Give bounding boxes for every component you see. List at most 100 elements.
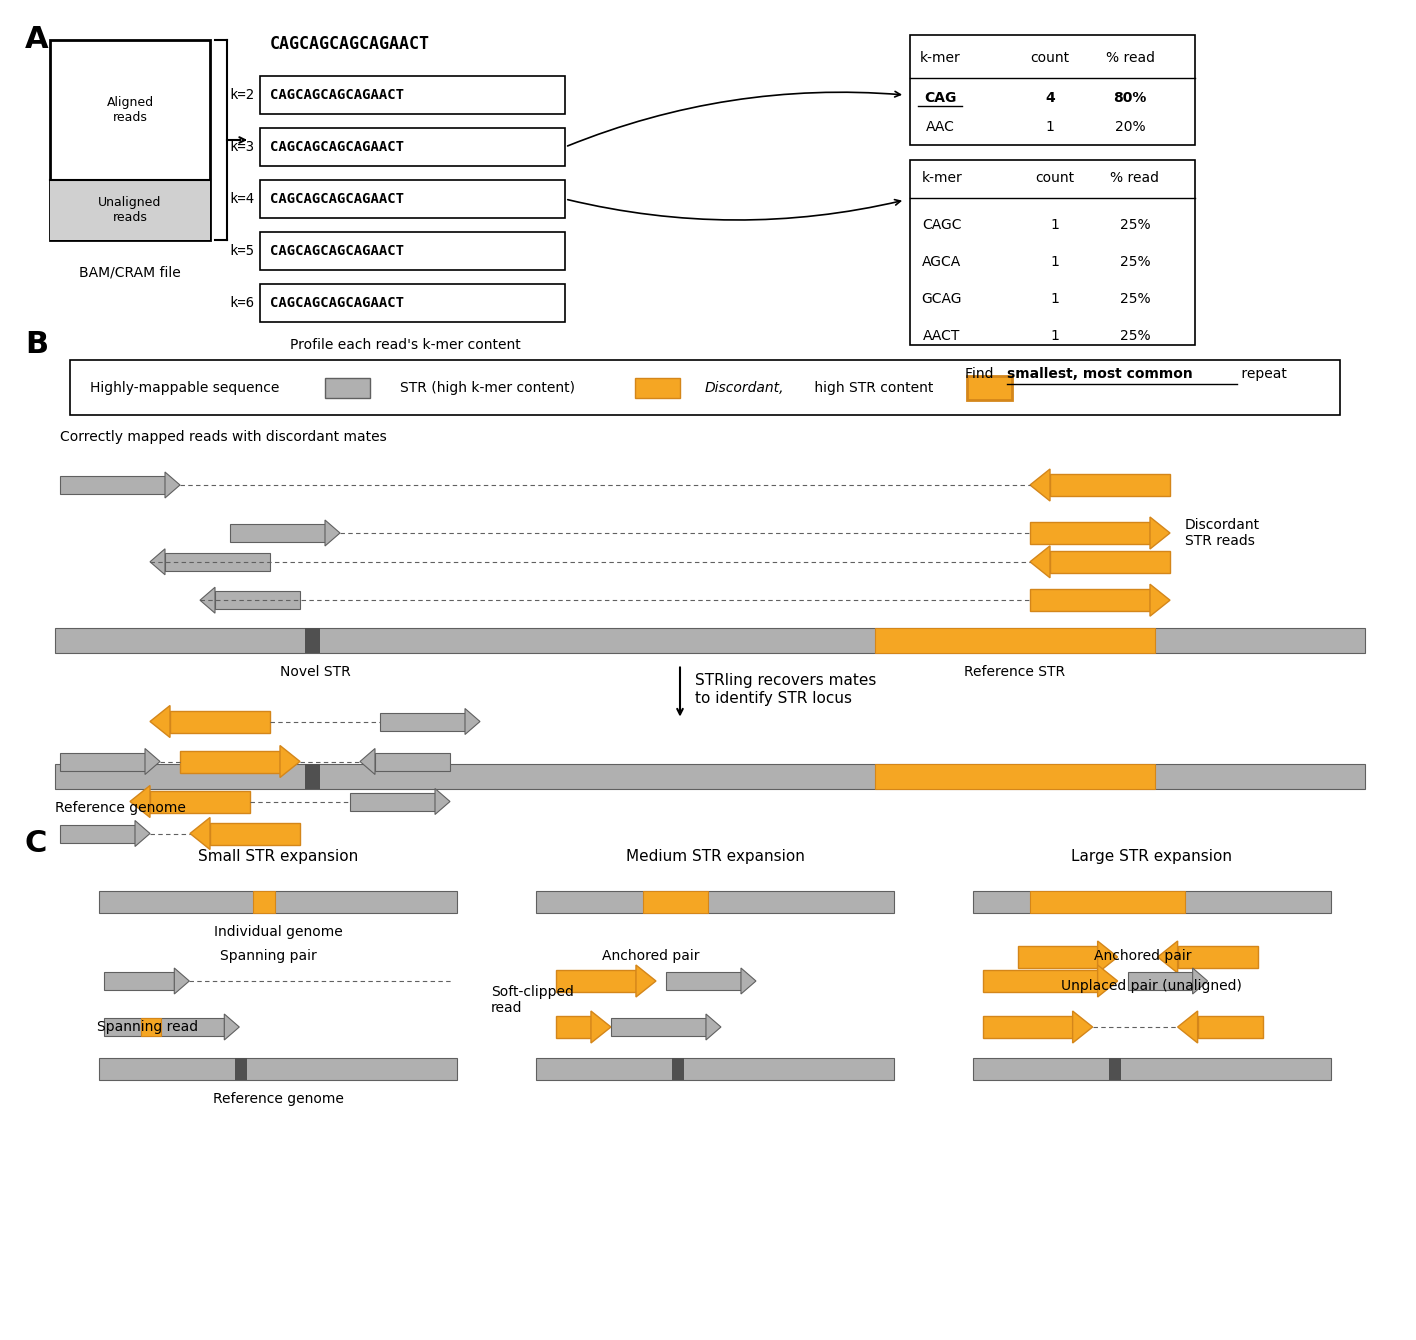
Bar [170,710,270,733]
Polygon shape [1192,967,1208,994]
Text: Reference genome: Reference genome [212,1092,344,1106]
Bar [99,1059,457,1080]
Bar [973,1059,1331,1080]
Bar [610,1018,707,1036]
Bar [229,524,326,541]
Text: repeat: repeat [1238,367,1287,381]
Text: STRling recovers mates
to identify STR locus: STRling recovers mates to identify STR l… [695,673,877,706]
Bar [379,713,464,730]
Text: 1: 1 [1051,218,1059,232]
Bar [1018,946,1097,967]
Text: CAGCAGCAGCAGAACT: CAGCAGCAGCAGAACT [270,35,430,54]
Bar [304,764,320,789]
Text: B: B [25,330,48,359]
Polygon shape [435,788,450,815]
Polygon shape [1150,584,1170,616]
Text: Find: Find [964,367,998,381]
Bar [556,1016,590,1038]
Text: Unaligned
reads: Unaligned reads [98,196,161,224]
Text: C: C [25,829,47,858]
Text: 25%: 25% [1120,292,1150,306]
Polygon shape [590,1010,610,1043]
Polygon shape [130,785,150,817]
Text: % read: % read [1106,51,1154,66]
Bar [304,627,320,653]
Text: CAGCAGCAGCAGAACT: CAGCAGCAGCAGAACT [270,192,404,206]
Bar [910,159,1195,344]
Text: Anchored pair: Anchored pair [602,949,700,963]
Text: CAGCAGCAGCAGAACT: CAGCAGCAGCAGAACT [270,88,404,102]
Text: Correctly mapped reads with discordant mates: Correctly mapped reads with discordant m… [59,430,387,444]
Bar [1198,1016,1263,1038]
Text: Spanning read: Spanning read [98,1020,198,1034]
Text: 1: 1 [1051,255,1059,269]
Text: BAM/CRAM file: BAM/CRAM file [79,265,181,279]
Polygon shape [1073,1010,1093,1043]
Bar [350,792,435,811]
Polygon shape [326,520,340,545]
Bar [875,627,1155,653]
Bar [59,824,135,843]
Polygon shape [166,472,180,498]
Text: 80%: 80% [1113,91,1147,105]
Text: Individual genome: Individual genome [214,925,343,939]
Text: high STR content: high STR content [810,381,933,394]
Polygon shape [224,1014,239,1040]
Text: 25%: 25% [1120,218,1150,232]
Text: Unplaced pair (unaligned): Unplaced pair (unaligned) [1061,980,1242,993]
Bar [99,891,457,913]
Text: Profile each read's k-mer content: Profile each read's k-mer content [290,338,520,352]
Text: Novel STR: Novel STR [279,665,350,678]
Polygon shape [200,587,215,614]
Bar [983,1016,1073,1038]
Bar [1029,523,1150,544]
Text: Discordant,: Discordant, [705,381,784,394]
Bar [261,284,565,322]
Bar [215,591,300,610]
Bar [105,972,174,990]
Bar [69,360,1340,415]
Bar [556,970,636,992]
Bar [910,35,1195,145]
Text: A: A [25,25,48,54]
Bar [166,553,270,571]
Text: k=2: k=2 [229,88,255,102]
Polygon shape [1029,545,1051,578]
Polygon shape [1097,941,1117,973]
Text: 4: 4 [1045,91,1055,105]
Text: Spanning pair: Spanning pair [219,949,317,963]
Text: k=4: k=4 [229,192,255,206]
Text: GCAG: GCAG [922,292,963,306]
Bar [180,750,280,772]
Text: AGCA: AGCA [922,255,961,269]
Bar [983,970,1097,992]
Bar [973,891,1331,913]
Bar [253,891,275,913]
Text: CAGCAGCAGCAGAACT: CAGCAGCAGCAGAACT [270,139,404,154]
Polygon shape [1178,1010,1198,1043]
Polygon shape [150,705,170,737]
Text: k=6: k=6 [229,296,255,310]
Bar [261,232,565,269]
Bar [55,764,1365,789]
Text: CAGCAGCAGCAGAACT: CAGCAGCAGCAGAACT [270,244,404,259]
Polygon shape [144,749,160,775]
Polygon shape [280,745,300,777]
Bar [326,378,370,398]
Bar [967,375,1012,399]
Bar [666,972,741,990]
Bar [150,791,251,812]
Text: k-mer: k-mer [922,172,963,185]
Text: 25%: 25% [1120,255,1150,269]
Text: AACT: AACT [923,330,960,343]
Polygon shape [360,749,375,775]
Bar [1127,972,1192,990]
Text: STR (high k-mer content): STR (high k-mer content) [399,381,575,394]
Bar [50,180,210,240]
Text: CAGCAGCAGCAGAACT: CAGCAGCAGCAGAACT [270,296,404,310]
Text: k=3: k=3 [229,139,255,154]
Polygon shape [1158,941,1178,973]
Bar [235,1059,248,1080]
Text: Anchored pair: Anchored pair [1095,949,1191,963]
Polygon shape [741,967,756,994]
